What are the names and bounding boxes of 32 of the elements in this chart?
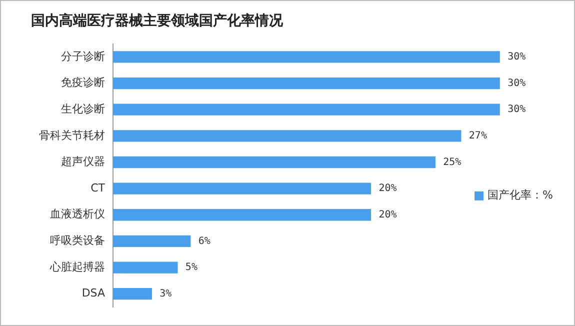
y-tick-label: 生化诊断 (61, 102, 105, 116)
data-label: 30% (508, 78, 526, 89)
data-label: 6% (198, 236, 210, 247)
data-label: 5% (185, 262, 198, 274)
bar (113, 182, 372, 194)
bar (113, 51, 500, 63)
data-label: 25% (443, 156, 462, 168)
y-tick-label: 骨科关节耗材 (39, 128, 105, 142)
y-tick-label: 分子诊断 (61, 50, 105, 63)
chart-title: 国内高端医疗器械主要领域国产化率情况 (31, 12, 284, 30)
data-label: 30% (508, 104, 526, 116)
data-label: 30% (508, 52, 526, 63)
bar (113, 235, 191, 248)
y-tick-label: 心脏起搏器 (49, 260, 105, 274)
data-label: 20% (378, 183, 397, 194)
legend-label: 国产化率：% (488, 188, 553, 202)
bar (113, 77, 500, 90)
y-tick-label: 呼吸类设备 (50, 234, 105, 248)
bar (113, 156, 436, 168)
data-label: 3% (160, 288, 172, 300)
bar (113, 262, 178, 274)
y-tick-label: DSA (82, 286, 106, 300)
bar (113, 288, 152, 300)
y-tick-label: 超声仪器 (61, 155, 105, 168)
bar (113, 209, 372, 221)
bar (113, 104, 500, 116)
bar (113, 130, 462, 142)
data-label: 27% (468, 130, 487, 142)
y-tick-label: 血液透析仪 (50, 208, 105, 221)
y-tick-label: 免疫诊断 (61, 76, 105, 90)
y-tick-label: CT (90, 181, 106, 194)
data-label: 20% (378, 209, 397, 220)
